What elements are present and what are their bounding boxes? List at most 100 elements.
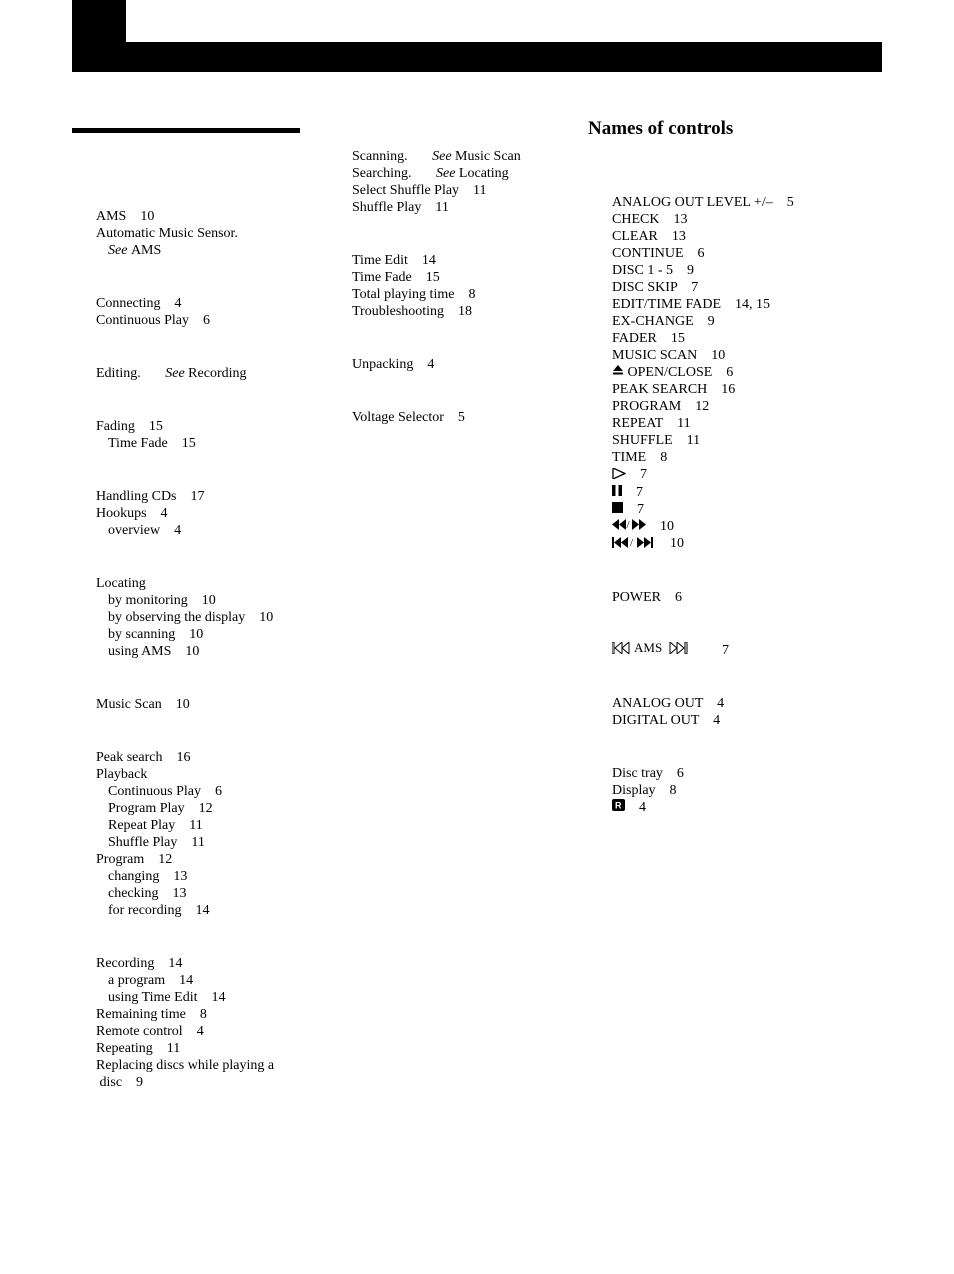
index-entry: PROGRAM 12 (612, 398, 882, 415)
index-entry: Time Fade 15 (96, 435, 326, 452)
index-entry: Scanning. See Music Scan (352, 148, 552, 165)
index-entry: Replacing discs while playing a (96, 1057, 326, 1074)
header-bar (72, 42, 882, 72)
index-entry: Troubleshooting 18 (352, 303, 552, 320)
index-entry: Shuffle Play 11 (352, 199, 552, 216)
index-entry: ANALOG OUT 4 (612, 695, 882, 712)
index-group: AMS 10Automatic Music Sensor.See AMS (96, 208, 326, 259)
index-entry: POWER 6 (612, 589, 882, 606)
index-entry: Remaining time 8 (96, 1006, 326, 1023)
index-entry: MUSIC SCAN 10 (612, 347, 882, 364)
index-entry: Shuffle Play 11 (96, 834, 326, 851)
controls-column: ANALOG OUT LEVEL +/– 5CHECK 13CLEAR 13CO… (612, 194, 882, 852)
play-icon (612, 467, 626, 484)
index-entry: PEAK SEARCH 16 (612, 381, 882, 398)
index-group: Scanning. See Music ScanSearching. See L… (352, 148, 552, 216)
index-entry: Fading 15 (96, 418, 326, 435)
index-group: Recording 14a program 14using Time Edit … (96, 955, 326, 1091)
ams-icon: AMS (612, 642, 708, 659)
index-column-1: AMS 10Automatic Music Sensor.See AMS Conn… (96, 208, 326, 1127)
index-entry: 7 (612, 466, 882, 483)
index-entry: ANALOG OUT LEVEL +/– 5 (612, 194, 882, 211)
index-entry: 7 (612, 501, 882, 518)
index-entry: Music Scan 10 (96, 696, 326, 713)
index-entry: changing 13 (96, 868, 326, 885)
index-entry: Program 12 (96, 851, 326, 868)
index-entry: Locating (96, 575, 326, 592)
index-entry: SHUFFLE 11 (612, 432, 882, 449)
rewff-icon: / (612, 518, 646, 535)
index-entry: Select Shuffle Play 11 (352, 182, 552, 199)
index-entry: Total playing time 8 (352, 286, 552, 303)
index-entry: Time Edit 14 (352, 252, 552, 269)
eject-icon (612, 364, 624, 381)
index-entry: OPEN/CLOSE 6 (612, 364, 882, 381)
index-rule (72, 128, 300, 133)
index-entry: Repeating 11 (96, 1040, 326, 1057)
index-column-2: Scanning. See Music ScanSearching. See L… (352, 148, 552, 462)
header-tab (72, 0, 126, 42)
index-entry: Remote control 4 (96, 1023, 326, 1040)
index-group: Editing. See Recording (96, 365, 326, 382)
index-entry: DISC SKIP 7 (612, 279, 882, 296)
index-entry: / 10 (612, 535, 882, 552)
index-entry: Continuous Play 6 (96, 312, 326, 329)
index-group: AMS 7 (612, 642, 882, 659)
index-group: POWER 6 (612, 589, 882, 606)
index-entry: R 4 (612, 799, 882, 816)
index-entry: by monitoring 10 (96, 592, 326, 609)
index-group: Disc tray 6Display 8R 4 (612, 765, 882, 816)
index-entry: Automatic Music Sensor. (96, 225, 326, 242)
index-entry: Repeat Play 11 (96, 817, 326, 834)
index-group: Locatingby monitoring 10by observing the… (96, 575, 326, 660)
index-entry: Continuous Play 6 (96, 783, 326, 800)
svg-text:R: R (615, 801, 622, 811)
index-entry: 7 (612, 484, 882, 501)
index-group: Time Edit 14Time Fade 15Total playing ti… (352, 252, 552, 320)
index-entry: See AMS (96, 242, 326, 259)
index-group: Music Scan 10 (96, 696, 326, 713)
index-entry: Program Play 12 (96, 800, 326, 817)
index-entry: Time Fade 15 (352, 269, 552, 286)
index-entry: CHECK 13 (612, 211, 882, 228)
pause-icon (612, 484, 622, 501)
index-entry: EX-CHANGE 9 (612, 313, 882, 330)
svg-text:/: / (630, 537, 634, 548)
index-entry: TIME 8 (612, 449, 882, 466)
remote-icon: R (612, 799, 625, 816)
index-entry: Unpacking 4 (352, 356, 552, 373)
index-group: Connecting 4Continuous Play 6 (96, 295, 326, 329)
index-entry: by observing the display 10 (96, 609, 326, 626)
index-group: ANALOG OUT 4DIGITAL OUT 4 (612, 695, 882, 729)
index-entry: Disc tray 6 (612, 765, 882, 782)
stop-icon (612, 501, 623, 518)
index-entry: Connecting 4 (96, 295, 326, 312)
index-group: Handling CDs 17Hookups 4overview 4 (96, 488, 326, 539)
skip-icon: / (612, 536, 656, 553)
index-entry: / 10 (612, 518, 882, 535)
svg-text:AMS: AMS (634, 642, 662, 654)
index-entry: REPEAT 11 (612, 415, 882, 432)
index-entry: Voltage Selector 5 (352, 409, 552, 426)
index-entry: Hookups 4 (96, 505, 326, 522)
index-group: Peak search 16PlaybackContinuous Play 6P… (96, 749, 326, 919)
index-entry: DISC 1 - 5 9 (612, 262, 882, 279)
index-entry: by scanning 10 (96, 626, 326, 643)
index-entry: checking 13 (96, 885, 326, 902)
index-entry: Recording 14 (96, 955, 326, 972)
index-group: Fading 15Time Fade 15 (96, 418, 326, 452)
index-entry: FADER 15 (612, 330, 882, 347)
index-entry: Peak search 16 (96, 749, 326, 766)
index-entry: overview 4 (96, 522, 326, 539)
svg-text:/: / (627, 519, 631, 530)
index-entry: Playback (96, 766, 326, 783)
index-entry: CONTINUE 6 (612, 245, 882, 262)
index-entry: Display 8 (612, 782, 882, 799)
index-entry: using Time Edit 14 (96, 989, 326, 1006)
index-entry: DIGITAL OUT 4 (612, 712, 882, 729)
index-entry: AMS 10 (96, 208, 326, 225)
index-entry: CLEAR 13 (612, 228, 882, 245)
names-of-controls-heading: Names of controls (588, 118, 733, 140)
index-entry: using AMS 10 (96, 643, 326, 660)
index-entry: for recording 14 (96, 902, 326, 919)
